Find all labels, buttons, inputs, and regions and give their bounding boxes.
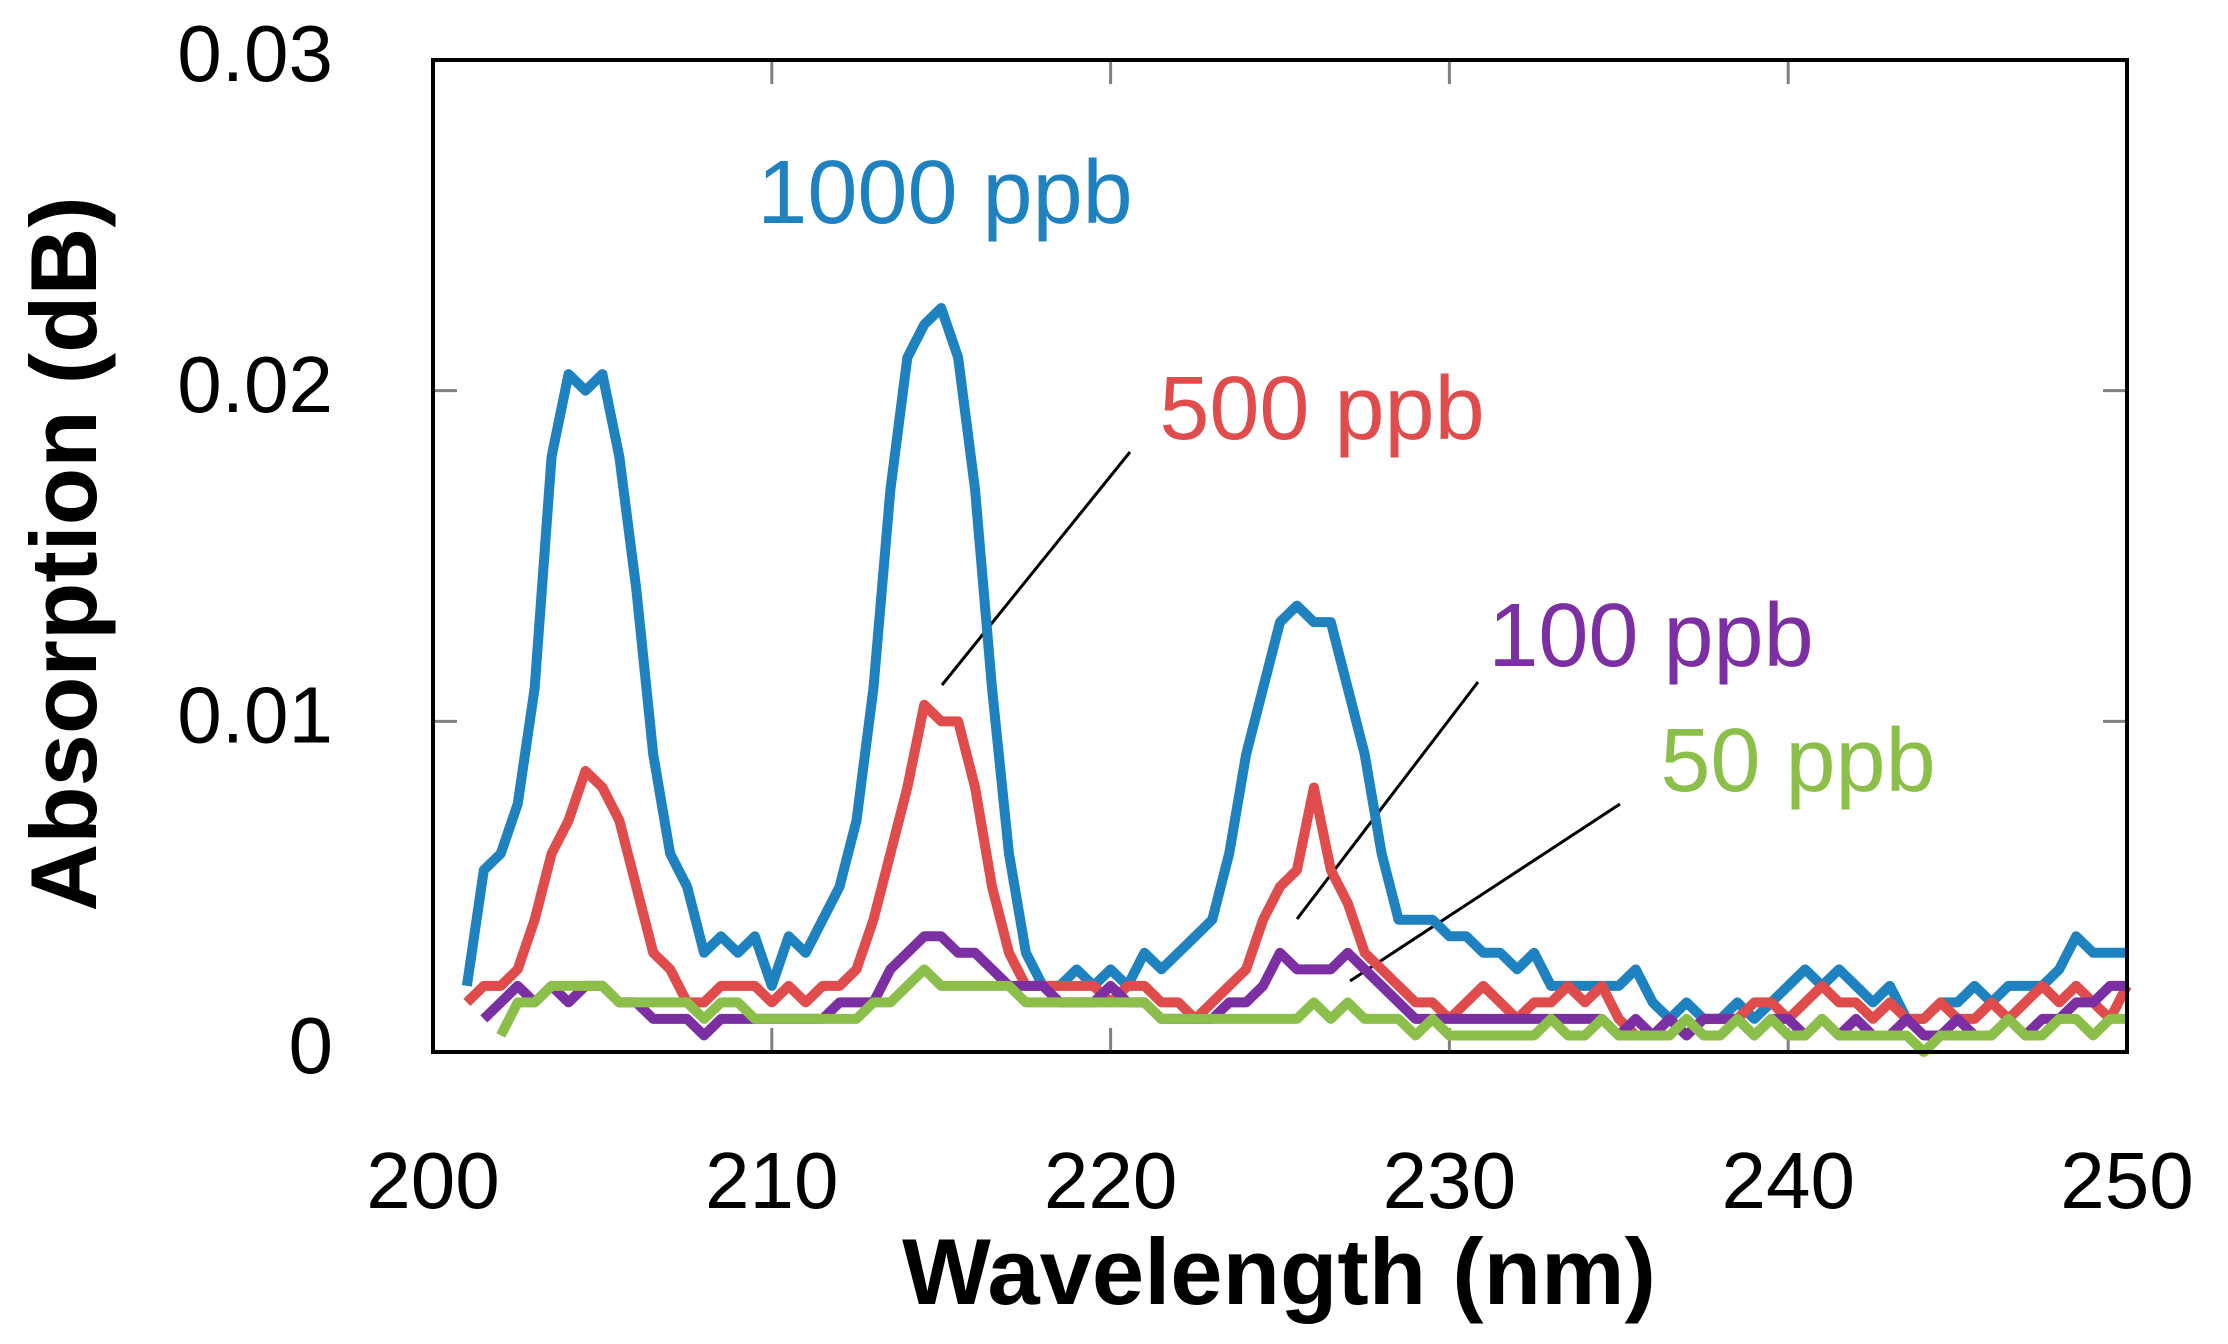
y-tick-label: 0.01 bbox=[177, 670, 333, 759]
y-tick-label: 0.02 bbox=[177, 340, 333, 429]
x-tick-label: 200 bbox=[366, 1136, 499, 1225]
leader-line bbox=[1295, 681, 1480, 920]
y-tick-label: 0 bbox=[289, 1001, 334, 1090]
data-line bbox=[463, 699, 2132, 1041]
x-tick-label: 240 bbox=[1721, 1136, 1854, 1225]
series-label: 500 ppb bbox=[1159, 359, 1484, 459]
x-tick-label: 250 bbox=[2060, 1136, 2193, 1225]
x-axis-title: Wavelength (nm) bbox=[902, 1219, 1656, 1324]
y-axis-title: Absorption (dB) bbox=[11, 196, 116, 911]
data-line bbox=[461, 303, 2127, 1024]
x-tick-label: 210 bbox=[705, 1136, 838, 1225]
series-label: 100 ppb bbox=[1488, 586, 1813, 686]
data-line bbox=[496, 964, 2127, 1057]
x-tick-label: 220 bbox=[1044, 1136, 1177, 1225]
x-tick-label: 230 bbox=[1383, 1136, 1516, 1225]
series-label: 1000 ppb bbox=[757, 143, 1132, 243]
y-tick-label: 0.03 bbox=[177, 9, 333, 98]
plot-frame bbox=[431, 58, 2129, 1054]
leader-line bbox=[1349, 802, 1621, 983]
leader-line bbox=[940, 451, 1132, 686]
series-label: 50 ppb bbox=[1660, 711, 1935, 811]
